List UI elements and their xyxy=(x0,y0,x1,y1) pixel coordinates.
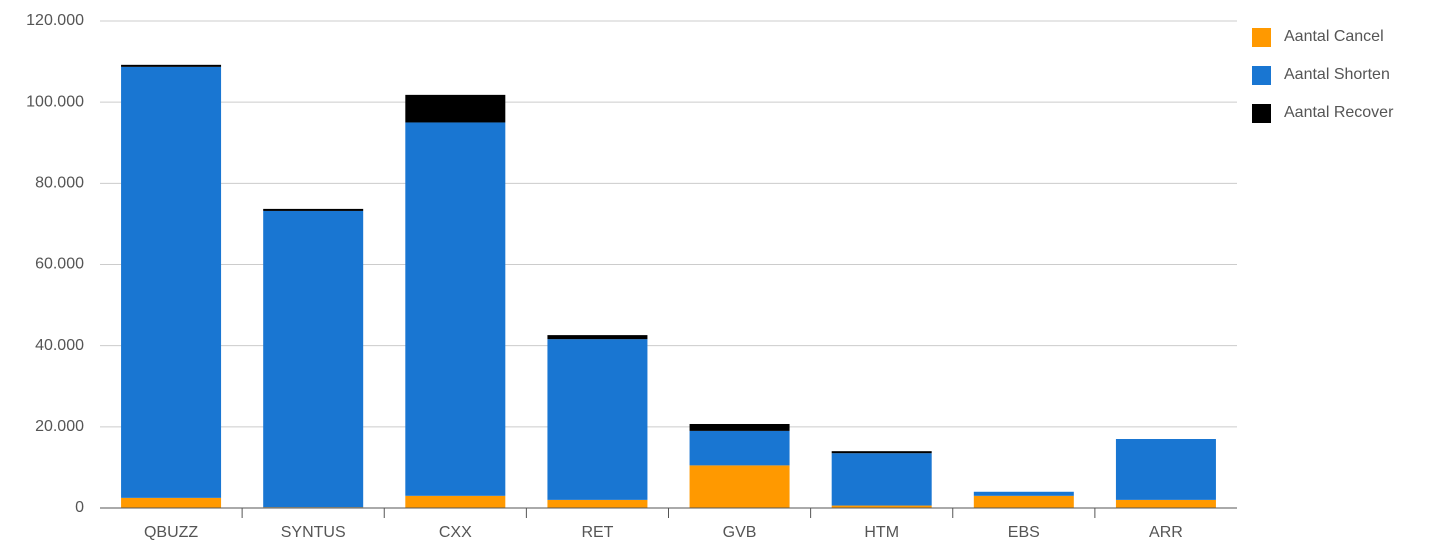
bar-segment xyxy=(405,94,506,123)
bar-segment xyxy=(973,495,1074,508)
bar-segment xyxy=(547,339,648,500)
bar-segment xyxy=(121,497,222,508)
bar-segment xyxy=(405,122,506,496)
bar-segment xyxy=(121,64,222,67)
bar-segment xyxy=(689,430,790,466)
legend-label: Aantal Recover xyxy=(1284,104,1394,121)
bar-segment xyxy=(689,465,790,508)
bar-segment xyxy=(121,66,222,498)
x-tick-label: HTM xyxy=(864,524,899,541)
bar-segment xyxy=(1115,499,1216,508)
y-tick-label: 100.000 xyxy=(26,93,84,110)
x-tick-label: CXX xyxy=(439,524,472,541)
bar-segment xyxy=(1115,439,1216,500)
bar-segment xyxy=(973,491,1074,496)
legend-swatch xyxy=(1252,28,1271,47)
y-tick-label: 80.000 xyxy=(35,175,84,192)
bar-segment xyxy=(831,453,932,506)
x-tick-label: QBUZZ xyxy=(144,524,198,541)
x-tick-label: EBS xyxy=(1008,524,1040,541)
bar-segment xyxy=(263,208,364,211)
y-tick-label: 120.000 xyxy=(26,12,84,29)
bar-segment xyxy=(831,505,932,508)
legend-swatch xyxy=(1252,104,1271,123)
x-tick-label: RET xyxy=(581,524,613,541)
bar-segment xyxy=(263,210,364,508)
legend-label: Aantal Shorten xyxy=(1284,66,1390,83)
legend-swatch xyxy=(1252,66,1271,85)
y-tick-label: 60.000 xyxy=(35,256,84,273)
bar-segment xyxy=(547,335,648,340)
x-tick-label: ARR xyxy=(1149,524,1183,541)
x-tick-label: SYNTUS xyxy=(281,524,346,541)
bar-segment xyxy=(831,451,932,454)
legend-label: Aantal Cancel xyxy=(1284,28,1384,45)
y-tick-label: 20.000 xyxy=(35,418,84,435)
bar-segment xyxy=(689,423,790,431)
x-tick-label: GVB xyxy=(723,524,757,541)
bar-segment xyxy=(405,495,506,508)
bar-segment xyxy=(547,499,648,508)
y-tick-label: 0 xyxy=(75,499,84,516)
y-tick-label: 40.000 xyxy=(35,337,84,354)
